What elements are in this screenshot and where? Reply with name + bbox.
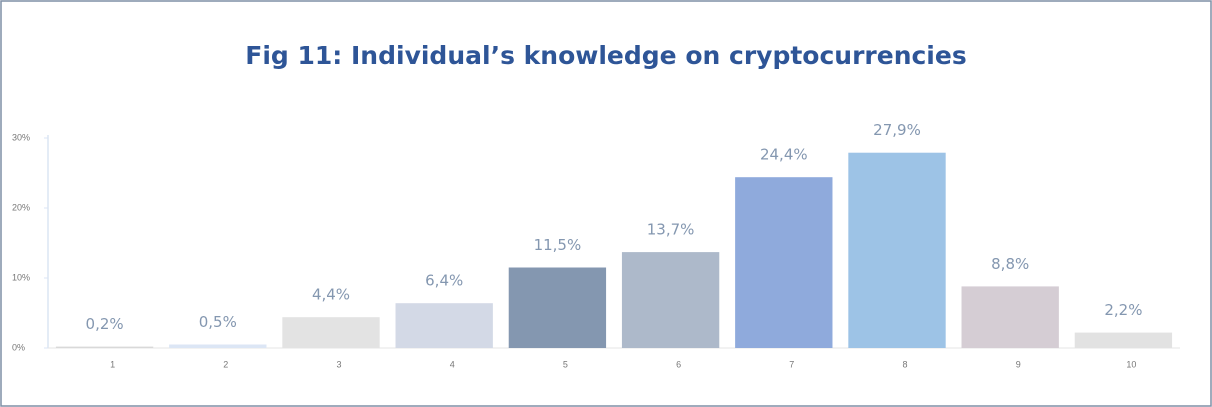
x-tick-label: 2 — [223, 359, 228, 369]
x-tick-label: 9 — [1016, 359, 1021, 369]
bar — [282, 317, 380, 348]
x-tick-label: 7 — [789, 359, 794, 369]
bar — [735, 177, 833, 348]
y-tick-label: 20% — [12, 202, 30, 212]
x-tick-label: 8 — [902, 359, 907, 369]
data-label: 2,2% — [1104, 301, 1142, 319]
data-label: 11,5% — [534, 236, 582, 254]
data-label: 0,5% — [199, 313, 237, 331]
data-label: 8,8% — [991, 255, 1029, 273]
data-label: 6,4% — [425, 272, 463, 290]
x-tick-label: 5 — [563, 359, 568, 369]
x-tick-label: 10 — [1126, 359, 1136, 369]
bar — [961, 286, 1059, 348]
data-label: 24,4% — [760, 146, 808, 164]
y-tick-label: 10% — [12, 272, 30, 282]
x-tick-label: 1 — [110, 359, 115, 369]
y-tick-label: 30% — [12, 132, 30, 142]
data-label: 13,7% — [647, 221, 695, 239]
x-tick-label: 3 — [336, 359, 341, 369]
bar — [395, 303, 493, 348]
data-label: 0,2% — [86, 315, 124, 333]
bar — [169, 344, 267, 348]
x-tick-label: 4 — [450, 359, 455, 369]
bar — [1074, 332, 1173, 348]
chart-title: Fig 11: Individual’s knowledge on crypto… — [245, 41, 966, 70]
data-label: 27,9% — [873, 121, 921, 139]
bar — [508, 267, 607, 348]
data-label: 4,4% — [312, 286, 350, 304]
bar — [848, 152, 946, 348]
bar — [621, 252, 720, 348]
x-tick-label: 6 — [676, 359, 681, 369]
y-tick-label: 0% — [12, 342, 25, 352]
bar — [55, 346, 154, 348]
